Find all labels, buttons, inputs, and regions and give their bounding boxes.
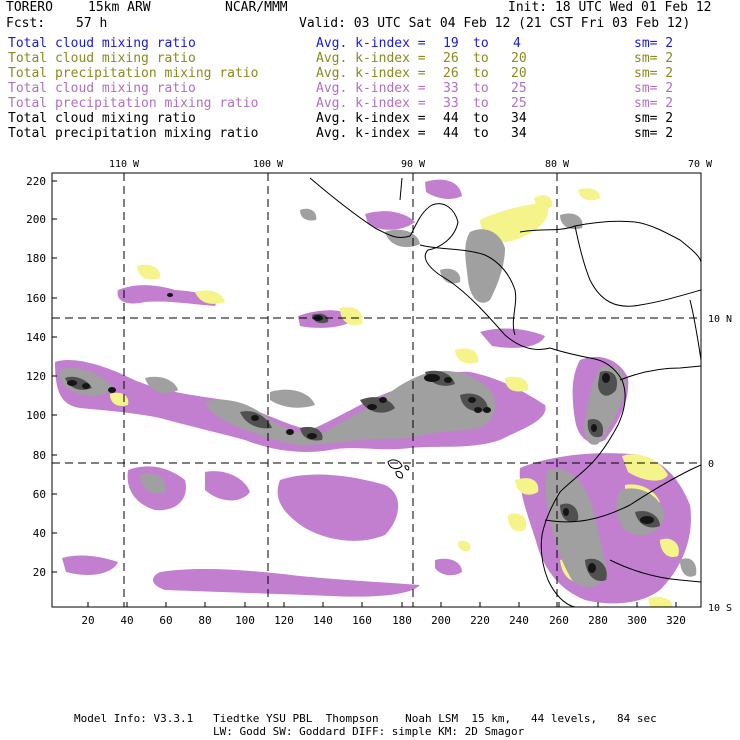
legend-sm: sm= 2	[634, 81, 674, 96]
legend-to: to	[473, 96, 489, 111]
y-tick-label: 100	[26, 409, 46, 422]
legend-to: to	[473, 66, 489, 81]
legend-lo: 34	[511, 126, 527, 141]
legend-field: Total cloud mixing ratio	[8, 111, 196, 126]
y-tick-label: 200	[26, 213, 46, 226]
model-info-line1: Model Info: V3.3.1 Tiedtke YSU PBL Thomp…	[74, 712, 657, 725]
legend-hi: 44	[443, 126, 459, 141]
x-tick-label: 40	[120, 614, 133, 627]
y-tick-label: 180	[26, 252, 46, 265]
legend-kindex: Avg. k-index =	[316, 126, 426, 141]
x-tick-label: 220	[470, 614, 490, 627]
legend-kindex: Avg. k-index =	[316, 36, 426, 51]
x-tick-label: 240	[509, 614, 529, 627]
legend-lo: 25	[511, 96, 527, 111]
legend-to: to	[473, 81, 489, 96]
x-tick-label: 280	[588, 614, 608, 627]
legend-hi: 19	[443, 36, 459, 51]
lon-label: 80 W	[545, 159, 570, 170]
x-tick-label: 320	[666, 614, 686, 627]
lat-label: 0	[708, 459, 714, 470]
y-tick-label: 60	[33, 488, 46, 501]
x-tick-label: 60	[159, 614, 172, 627]
coastlines	[309, 177, 701, 607]
legend-row: Total cloud mixing ratio Avg. k-index = …	[8, 81, 673, 96]
y-tick-label: 80	[33, 449, 46, 462]
legend-hi: 26	[443, 51, 459, 66]
lon-label: 70 W	[688, 159, 713, 170]
y-tick-label: 140	[26, 331, 46, 344]
legend-row: Total cloud mixing ratio Avg. k-index = …	[8, 51, 673, 66]
model-name: TORERO	[6, 0, 53, 15]
legend-kindex: Avg. k-index =	[316, 66, 426, 81]
legend-field: Total cloud mixing ratio	[8, 51, 196, 66]
y-tick-label: 20	[33, 566, 46, 579]
lon-label: 90 W	[401, 159, 426, 170]
model-resolution: 15km ARW	[88, 0, 151, 15]
forecast-label: Fcst:	[6, 16, 46, 31]
lon-label: 100 W	[253, 159, 284, 170]
legend-sm: sm= 2	[634, 51, 674, 66]
organization: NCAR/MMM	[225, 0, 288, 15]
legend-lo: 20	[511, 51, 527, 66]
tick-marks	[52, 180, 677, 607]
legend-hi: 33	[443, 96, 459, 111]
x-tick-label: 180	[392, 614, 412, 627]
x-tick-label: 260	[549, 614, 569, 627]
valid-time: Valid: 03 UTC Sat 04 Feb 12 (21 CST Fri …	[299, 16, 691, 31]
legend-to: to	[473, 126, 489, 141]
legend-hi: 44	[443, 111, 459, 126]
x-tick-label: 300	[627, 614, 647, 627]
legend-to: to	[473, 111, 489, 126]
legend-sm: sm= 2	[634, 126, 674, 141]
legend-row: Total precipitation mixing ratio Avg. k-…	[8, 126, 673, 141]
y-tick-label: 40	[33, 527, 46, 540]
legend-kindex: Avg. k-index =	[316, 51, 426, 66]
legend-kindex: Avg. k-index =	[316, 81, 426, 96]
x-tick-label: 20	[81, 614, 94, 627]
legend-row: Total precipitation mixing ratio Avg. k-…	[8, 96, 673, 111]
map-frame	[51, 172, 702, 608]
legend-field: Total cloud mixing ratio	[8, 81, 196, 96]
legend-kindex: Avg. k-index =	[316, 111, 426, 126]
init-time: Init: 18 UTC Wed 01 Feb 12	[508, 0, 712, 15]
black-core-field	[67, 293, 654, 573]
legend-to: to	[473, 36, 489, 51]
x-tick-label: 120	[274, 614, 294, 627]
legend-row: Total precipitation mixing ratio Avg. k-…	[8, 66, 673, 81]
legend-kindex: Avg. k-index =	[316, 96, 426, 111]
x-tick-label: 160	[352, 614, 372, 627]
x-tick-label: 140	[313, 614, 333, 627]
legend-lo: 4	[513, 36, 521, 51]
lat-label: 10 N	[708, 314, 732, 325]
x-tick-label: 80	[198, 614, 211, 627]
lon-label: 110 W	[109, 159, 140, 170]
legend-row: Total cloud mixing ratio Avg. k-index = …	[8, 111, 673, 126]
x-tick-label: 200	[431, 614, 451, 627]
lat-label: 10 S	[708, 603, 732, 614]
legend-field: Total precipitation mixing ratio	[8, 96, 259, 111]
forecast-hour: 57 h	[76, 16, 108, 31]
legend-sm: sm= 2	[634, 36, 674, 51]
legend-lo: 25	[511, 81, 527, 96]
legend-lo: 20	[511, 66, 527, 81]
legend-field: Total precipitation mixing ratio	[8, 126, 259, 141]
legend-hi: 26	[443, 66, 459, 81]
legend-row: Total cloud mixing ratio Avg. k-index = …	[8, 36, 673, 51]
y-tick-label: 160	[26, 292, 46, 305]
graticule	[52, 173, 701, 607]
legend-sm: sm= 2	[634, 66, 674, 81]
x-tick-label: 100	[235, 614, 255, 627]
legend-to: to	[473, 51, 489, 66]
legend-field: Total precipitation mixing ratio	[8, 66, 259, 81]
legend-sm: sm= 2	[634, 96, 674, 111]
model-info-line2: LW: Godd SW: Goddard DIFF: simple KM: 2D…	[213, 725, 525, 738]
legend-hi: 33	[443, 81, 459, 96]
y-tick-label: 120	[26, 370, 46, 383]
legend-lo: 34	[511, 111, 527, 126]
y-tick-label: 220	[26, 175, 46, 188]
legend-field: Total cloud mixing ratio	[8, 36, 196, 51]
legend-sm: sm= 2	[634, 111, 674, 126]
